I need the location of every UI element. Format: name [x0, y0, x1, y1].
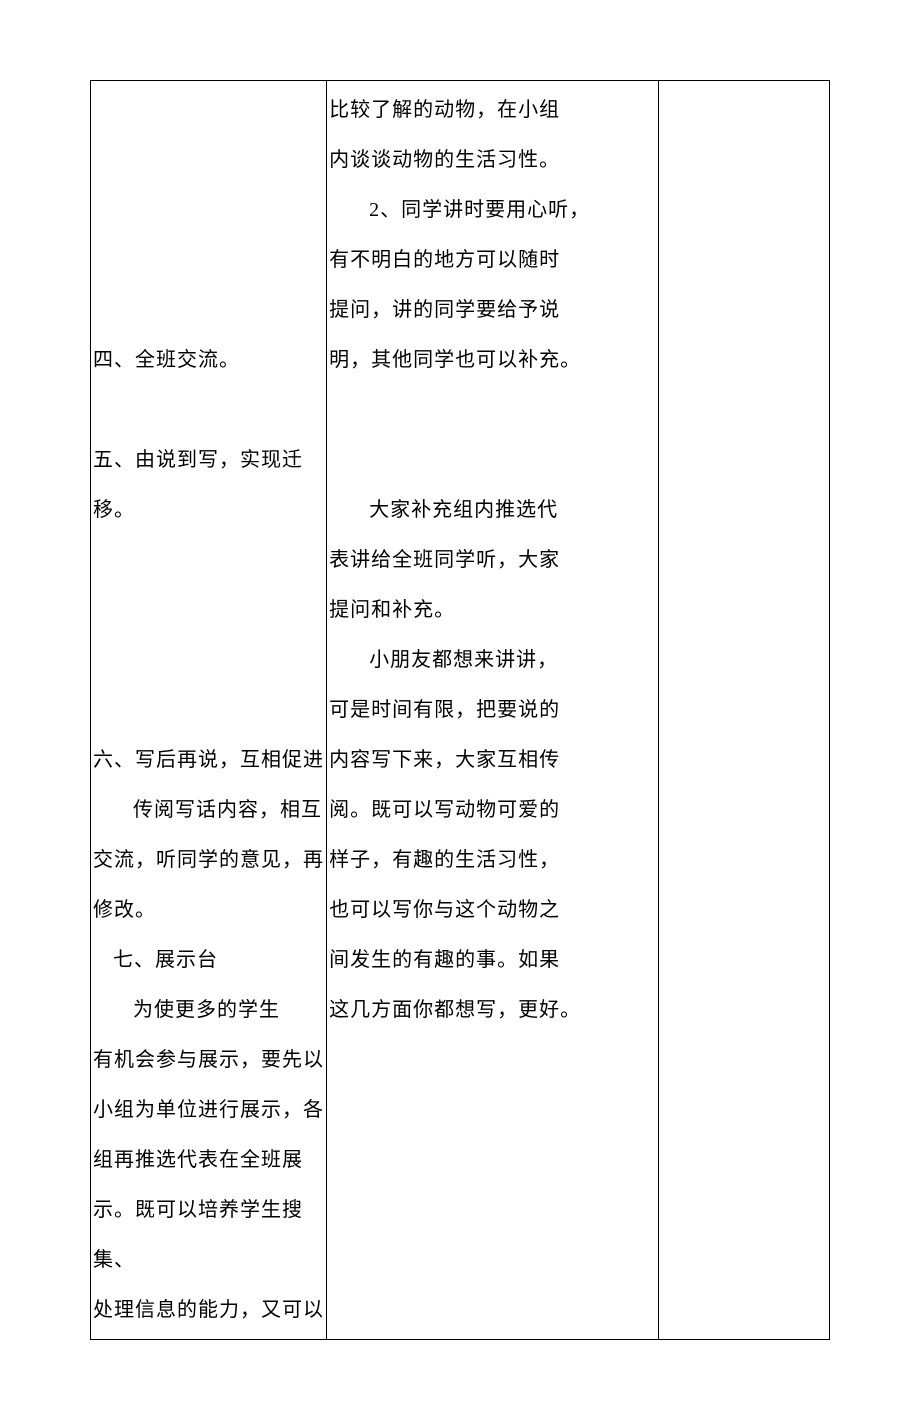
text-line	[93, 685, 324, 735]
column-middle: 比较了解的动物，在小组 内谈谈动物的生活习性。 2、同学讲时要用心听， 有不明白…	[327, 81, 659, 1339]
para-3-content: 大家补充组内推选代	[329, 485, 656, 535]
para-4-content: 阅。既可以写动物可爱的	[329, 785, 656, 835]
section-7-content: 有机会参与展示，要先以	[93, 1035, 324, 1085]
text-line	[329, 1135, 656, 1185]
text-line	[93, 585, 324, 635]
para-4-content: 也可以写你与这个动物之	[329, 885, 656, 935]
para-4-content: 可是时间有限，把要说的	[329, 685, 656, 735]
text-line	[329, 435, 656, 485]
text-line	[93, 285, 324, 335]
section-7-title: 七、展示台	[93, 935, 324, 985]
text-line	[661, 85, 827, 135]
section-6-title: 六、写后再说，互相促进	[93, 735, 324, 785]
text-line	[93, 385, 324, 435]
section-6-content: 修改。	[93, 885, 324, 935]
column-right	[659, 81, 829, 1339]
para-3-content: 表讲给全班同学听，大家	[329, 535, 656, 585]
text-line	[93, 535, 324, 585]
para-4-content: 小朋友都想来讲讲，	[329, 635, 656, 685]
section-7-content: 为使更多的学生	[93, 985, 324, 1035]
section-5-title: 五、由说到写，实现迁移。	[93, 435, 324, 535]
para-2-content: 提问，讲的同学要给予说	[329, 285, 656, 335]
section-6-content: 交流，听同学的意见，再	[93, 835, 324, 885]
para-3-content: 提问和补充。	[329, 585, 656, 635]
section-7-content: 处理信息的能力，又可以	[93, 1285, 324, 1335]
lesson-plan-table: 四、全班交流。 五、由说到写，实现迁移。 六、写后再说，互相促进 传阅写话内容，…	[90, 80, 830, 1340]
para-2-content: 明，其他同学也可以补充。	[329, 335, 656, 385]
text-line	[93, 635, 324, 685]
text-line	[329, 1085, 656, 1135]
text-line	[329, 1185, 656, 1235]
text-line	[93, 135, 324, 185]
para-2-content: 2、同学讲时要用心听，	[329, 185, 656, 235]
table-row: 四、全班交流。 五、由说到写，实现迁移。 六、写后再说，互相促进 传阅写话内容，…	[91, 81, 829, 1339]
section-7-content: 示。既可以培养学生搜集、	[93, 1185, 324, 1285]
text-line	[93, 235, 324, 285]
para-4-content: 这几方面你都想写，更好。	[329, 985, 656, 1035]
text-line	[329, 385, 656, 435]
section-4-title: 四、全班交流。	[93, 335, 324, 385]
section-7-content: 小组为单位进行展示，各	[93, 1085, 324, 1135]
section-7-content: 组再推选代表在全班展	[93, 1135, 324, 1185]
text-line	[93, 185, 324, 235]
para-4-content: 间发生的有趣的事。如果	[329, 935, 656, 985]
para-1-content: 比较了解的动物，在小组	[329, 85, 656, 135]
text-line	[93, 85, 324, 135]
para-4-content: 样子，有趣的生活习性，	[329, 835, 656, 885]
section-6-content: 传阅写话内容，相互	[93, 785, 324, 835]
column-left: 四、全班交流。 五、由说到写，实现迁移。 六、写后再说，互相促进 传阅写话内容，…	[91, 81, 327, 1339]
para-1-content: 内谈谈动物的生活习性。	[329, 135, 656, 185]
text-line	[329, 1035, 656, 1085]
para-2-content: 有不明白的地方可以随时	[329, 235, 656, 285]
para-4-content: 内容写下来，大家互相传	[329, 735, 656, 785]
